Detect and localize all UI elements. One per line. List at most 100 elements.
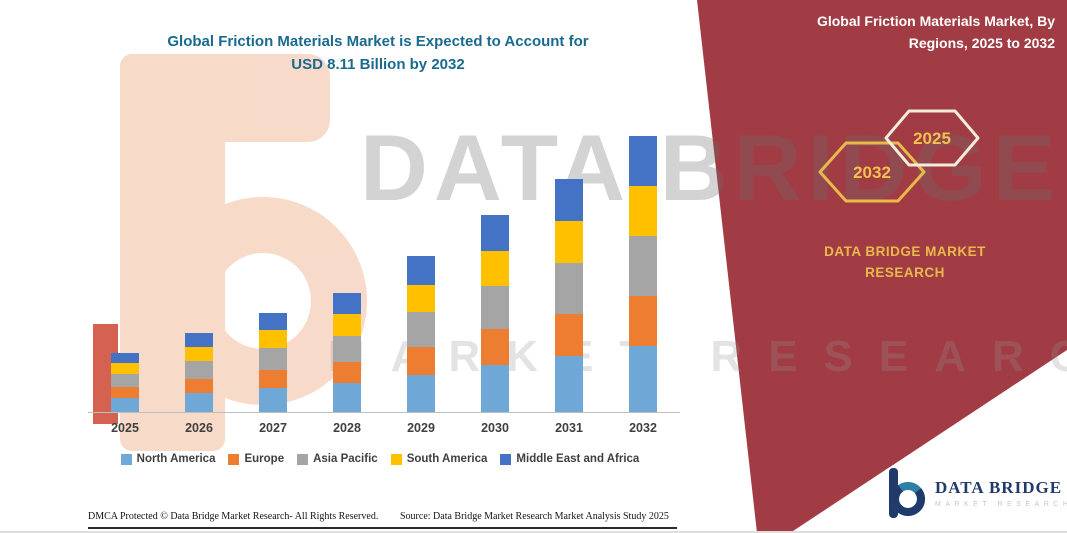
hexagon-2032-label: 2032 — [853, 163, 891, 182]
bar-segment-north-america — [407, 374, 435, 412]
watermark-wordmark: DATA BRIDGE — [360, 115, 1062, 220]
bar-segment-south-america — [629, 186, 657, 236]
ribbon-title: Global Friction Materials Market, By Reg… — [740, 10, 1055, 55]
legend-item-middle-east-and-africa: Middle East and Africa — [500, 453, 639, 465]
x-axis-label-2032: 2032 — [629, 421, 657, 435]
logo-wordmark: DATA BRIDGE — [935, 478, 1063, 497]
bar-segment-south-america — [185, 347, 213, 362]
brand-logo: DATA BRIDGE MARKET RESEARCH — [884, 466, 1067, 520]
stacked-bar-2027 — [259, 312, 287, 412]
watermark-subtext: MARKET RESEARCH — [328, 332, 1067, 381]
bar-slot-2025 — [88, 132, 162, 412]
legend-label: North America — [136, 453, 216, 465]
hexagon-2025-label: 2025 — [913, 129, 951, 148]
chart-title-line2: USD 8.11 Billion by 2032 — [291, 56, 465, 74]
legend-swatch-icon — [297, 453, 309, 465]
bar-segment-asia-pacific — [111, 373, 139, 387]
legend-item-europe: Europe — [228, 453, 284, 465]
stacked-bar-2032 — [629, 136, 657, 412]
bar-slot-2031 — [532, 132, 606, 412]
bar-segment-north-america — [555, 355, 583, 412]
bar-slot-2027 — [236, 132, 310, 412]
stacked-bar-2030 — [481, 215, 509, 412]
ribbon-brand-line1: DATA BRIDGE MARKET — [824, 244, 986, 259]
ribbon-title-line2: Regions, 2025 to 2032 — [908, 35, 1055, 52]
bar-segment-europe — [111, 386, 139, 398]
ribbon-title-line1: Global Friction Materials Market, By — [816, 13, 1055, 29]
bar-segment-south-america — [333, 314, 361, 336]
legend-swatch-icon — [120, 453, 132, 465]
bar-segment-europe — [185, 378, 213, 393]
legend-label: South America — [406, 453, 488, 465]
footer-rule — [88, 527, 677, 529]
hexagon-2025 — [884, 109, 980, 167]
bar-segment-south-america — [555, 221, 583, 263]
bar-segment-asia-pacific — [185, 361, 213, 379]
stacked-bar-2026 — [185, 332, 213, 412]
plot-area — [88, 132, 680, 412]
ribbon-brand-text: DATA BRIDGE MARKET RESEARCH — [795, 242, 1015, 284]
chart-title: Global Friction Materials Market is Expe… — [78, 30, 678, 77]
x-axis-label-2029: 2029 — [407, 421, 435, 435]
legend-label: Asia Pacific — [313, 453, 378, 465]
bar-segment-middle-east-and-africa — [333, 293, 361, 315]
bar-segment-middle-east-and-africa — [407, 256, 435, 285]
stacked-bar-2025 — [111, 352, 139, 412]
bar-slot-2032 — [606, 132, 680, 412]
legend-swatch-icon — [228, 453, 240, 465]
bar-segment-europe — [629, 296, 657, 346]
bar-segment-asia-pacific — [407, 312, 435, 347]
bar-segment-europe — [481, 329, 509, 365]
bar-segment-asia-pacific — [481, 286, 509, 330]
logo-subtext: MARKET RESEARCH — [935, 501, 1067, 508]
bar-segment-south-america — [111, 363, 139, 374]
legend-label: Middle East and Africa — [516, 453, 640, 465]
bar-segment-middle-east-and-africa — [629, 136, 657, 187]
bar-segment-north-america — [259, 388, 287, 412]
bar-segment-north-america — [629, 345, 657, 412]
bar-segment-south-america — [407, 284, 435, 313]
x-axis-line — [88, 412, 680, 413]
bar-segment-europe — [259, 370, 287, 389]
bar-segment-north-america — [333, 383, 361, 412]
legend-item-south-america: South America — [390, 453, 488, 465]
bar-segment-middle-east-and-africa — [555, 178, 583, 222]
bar-segment-north-america — [185, 393, 213, 412]
bar-slot-2030 — [458, 132, 532, 412]
x-axis-label-2026: 2026 — [185, 421, 213, 435]
chart-legend: North America Europe Asia Pacific South Ame… — [58, 453, 702, 465]
legend-swatch-icon — [390, 453, 402, 465]
bar-segment-south-america — [481, 250, 509, 287]
chart-title-line1: Global Friction Materials Market is Expe… — [167, 33, 589, 50]
bar-segment-asia-pacific — [259, 348, 287, 371]
bar-segment-middle-east-and-africa — [481, 215, 509, 251]
logo-d-icon — [889, 468, 925, 518]
footer-dmca-text: DMCA Protected © Data Bridge Market Rese… — [88, 511, 379, 522]
stacked-bar-2028 — [333, 293, 361, 412]
stacked-bar-2031 — [555, 178, 583, 412]
bar-segment-south-america — [259, 330, 287, 349]
bottom-border — [0, 531, 1067, 533]
x-axis-label-2031: 2031 — [555, 421, 583, 435]
bar-segment-europe — [333, 362, 361, 384]
bar-segment-asia-pacific — [333, 335, 361, 363]
footer-source-text: Source: Data Bridge Market Research Mark… — [400, 511, 669, 522]
bar-slot-2029 — [384, 132, 458, 412]
bar-slot-2028 — [310, 132, 384, 412]
logo-text-block: DATA BRIDGE MARKET RESEARCH — [935, 478, 1067, 508]
bar-segment-asia-pacific — [555, 262, 583, 315]
legend-item-asia-pacific: Asia Pacific — [297, 453, 378, 465]
legend-label: Europe — [244, 453, 285, 465]
hexagon-2032 — [818, 141, 926, 203]
x-axis-label-2025: 2025 — [111, 421, 139, 435]
legend-swatch-icon — [500, 453, 512, 465]
bar-segment-middle-east-and-africa — [259, 312, 287, 331]
bar-segment-middle-east-and-africa — [185, 332, 213, 348]
bar-segment-north-america — [111, 397, 139, 412]
x-axis-labels: 2025 2026 2027 2028 2029 2030 2031 2032 — [88, 421, 680, 435]
hexagon-badges: 2032 2025 — [818, 109, 980, 203]
x-axis-label-2028: 2028 — [333, 421, 361, 435]
bar-segment-middle-east-and-africa — [111, 352, 139, 364]
x-axis-label-2030: 2030 — [481, 421, 509, 435]
ribbon-brand-line2: RESEARCH — [865, 264, 945, 280]
